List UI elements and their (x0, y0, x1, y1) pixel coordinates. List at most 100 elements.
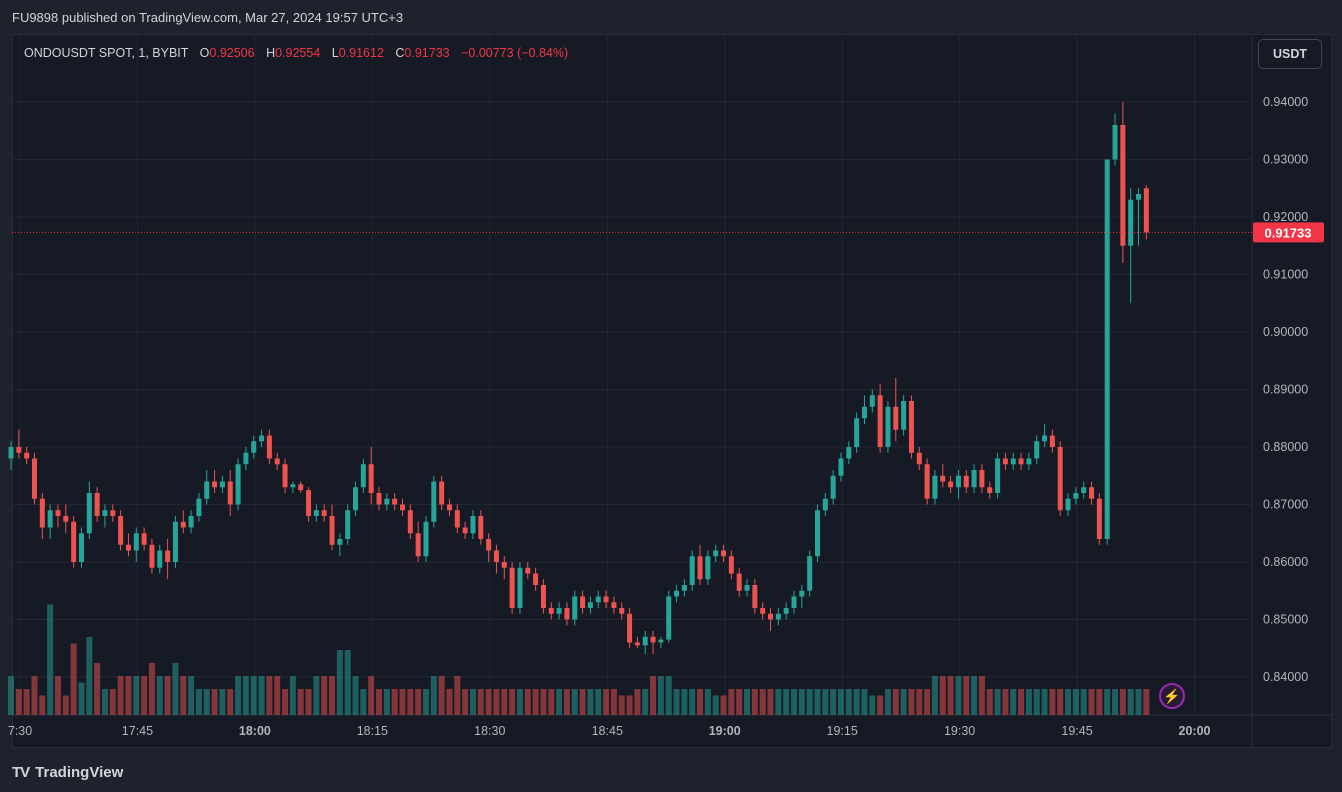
candle-body (486, 539, 492, 551)
candle-body (274, 458, 280, 465)
close-key: C (395, 46, 405, 60)
volume-bar (321, 676, 328, 715)
candle-body (462, 527, 468, 534)
volume-bar (610, 689, 617, 715)
candle-body (180, 521, 186, 528)
volume-bar (869, 695, 876, 715)
volume-bar (172, 663, 179, 715)
volume-bar (837, 689, 844, 715)
volume-bar (211, 689, 218, 715)
candle-body (713, 550, 719, 557)
candle-body (243, 452, 249, 465)
candle-body (877, 395, 883, 447)
candle-body (674, 590, 680, 597)
candle-body (259, 435, 265, 442)
candle-body (446, 504, 452, 511)
y-tick-label: 0.92000 (1263, 210, 1308, 224)
volume-bar (305, 689, 312, 715)
candle-body (807, 556, 813, 591)
volume-bar (986, 689, 993, 715)
volume-bar (603, 689, 610, 715)
candle-body (940, 475, 946, 482)
volume-bar (971, 676, 978, 715)
candle-body (493, 550, 499, 562)
volume-bar (454, 676, 461, 715)
candle-body (63, 516, 69, 522)
volume-bar (642, 689, 649, 715)
volume-bar (697, 689, 704, 715)
candle-body (290, 484, 296, 488)
volume-bar (39, 695, 46, 715)
candle-body (71, 521, 77, 562)
lightning-icon[interactable]: ⚡ (1159, 683, 1185, 709)
candle-body (470, 516, 476, 534)
volume-bar (908, 689, 915, 715)
volume-bar (963, 676, 970, 715)
volume-bar (1002, 689, 1009, 715)
candle-body (110, 510, 116, 516)
candle-body (1081, 487, 1087, 493)
candle-body (799, 590, 805, 597)
candle-body (548, 608, 554, 614)
candle-body (157, 550, 163, 568)
volume-bar (830, 689, 837, 715)
volume-bar (422, 689, 429, 715)
candle-body (329, 516, 335, 545)
candle-body (16, 447, 22, 453)
volume-bar (250, 676, 257, 715)
publish-header: FU9898 published on TradingView.com, Mar… (0, 0, 1342, 34)
candle-body (1018, 458, 1024, 465)
candle-body (611, 602, 617, 608)
currency-button[interactable]: USDT (1258, 39, 1322, 69)
candle-body (572, 596, 578, 620)
volume-bar (430, 676, 437, 715)
volume-bar (1112, 689, 1119, 715)
candle-body (869, 395, 875, 407)
candle-body (196, 498, 202, 516)
volume-bar (1010, 689, 1017, 715)
volume-bar (141, 676, 148, 715)
volume-bar (509, 689, 516, 715)
volume-bar (532, 689, 539, 715)
candle-body (768, 613, 774, 620)
candle-body (885, 406, 891, 447)
volume-bar (501, 689, 508, 715)
volume-bar (1072, 689, 1079, 715)
volume-bar (540, 689, 547, 715)
candle-body (995, 458, 1001, 493)
candle-body (1049, 435, 1055, 447)
symbol-label[interactable]: ONDOUSDT SPOT, 1, BYBIT (24, 46, 189, 60)
volume-bar (657, 676, 664, 715)
candle-body (24, 452, 30, 459)
volume-bar (618, 695, 625, 715)
candle-body (814, 510, 820, 557)
volume-bar (884, 689, 891, 715)
y-tick-label: 0.89000 (1263, 383, 1308, 397)
volume-bar (1143, 689, 1150, 715)
candle-body (791, 596, 797, 608)
chart-frame[interactable] (12, 34, 1332, 748)
candle-body (141, 533, 147, 545)
volume-bar (1025, 689, 1032, 715)
candle-body (822, 498, 828, 511)
volume-bar (266, 676, 273, 715)
volume-bar (845, 689, 852, 715)
candle-body (916, 452, 922, 465)
volume-bar (791, 689, 797, 715)
candle-body (1128, 199, 1134, 246)
candle-body (8, 447, 14, 459)
candle-body (501, 562, 507, 568)
volume-bar (1119, 689, 1126, 715)
candle-body (1073, 493, 1079, 499)
volume-bar (195, 689, 202, 715)
x-tick-label: 17:45 (122, 724, 153, 738)
candle-body (760, 608, 766, 614)
volume-bar (47, 604, 54, 715)
volume-bar (1057, 689, 1064, 715)
candle-body (47, 510, 53, 528)
volume-bar (258, 676, 265, 715)
open-key: O (199, 46, 210, 60)
candle-body (337, 539, 343, 545)
volume-bar (383, 689, 390, 715)
